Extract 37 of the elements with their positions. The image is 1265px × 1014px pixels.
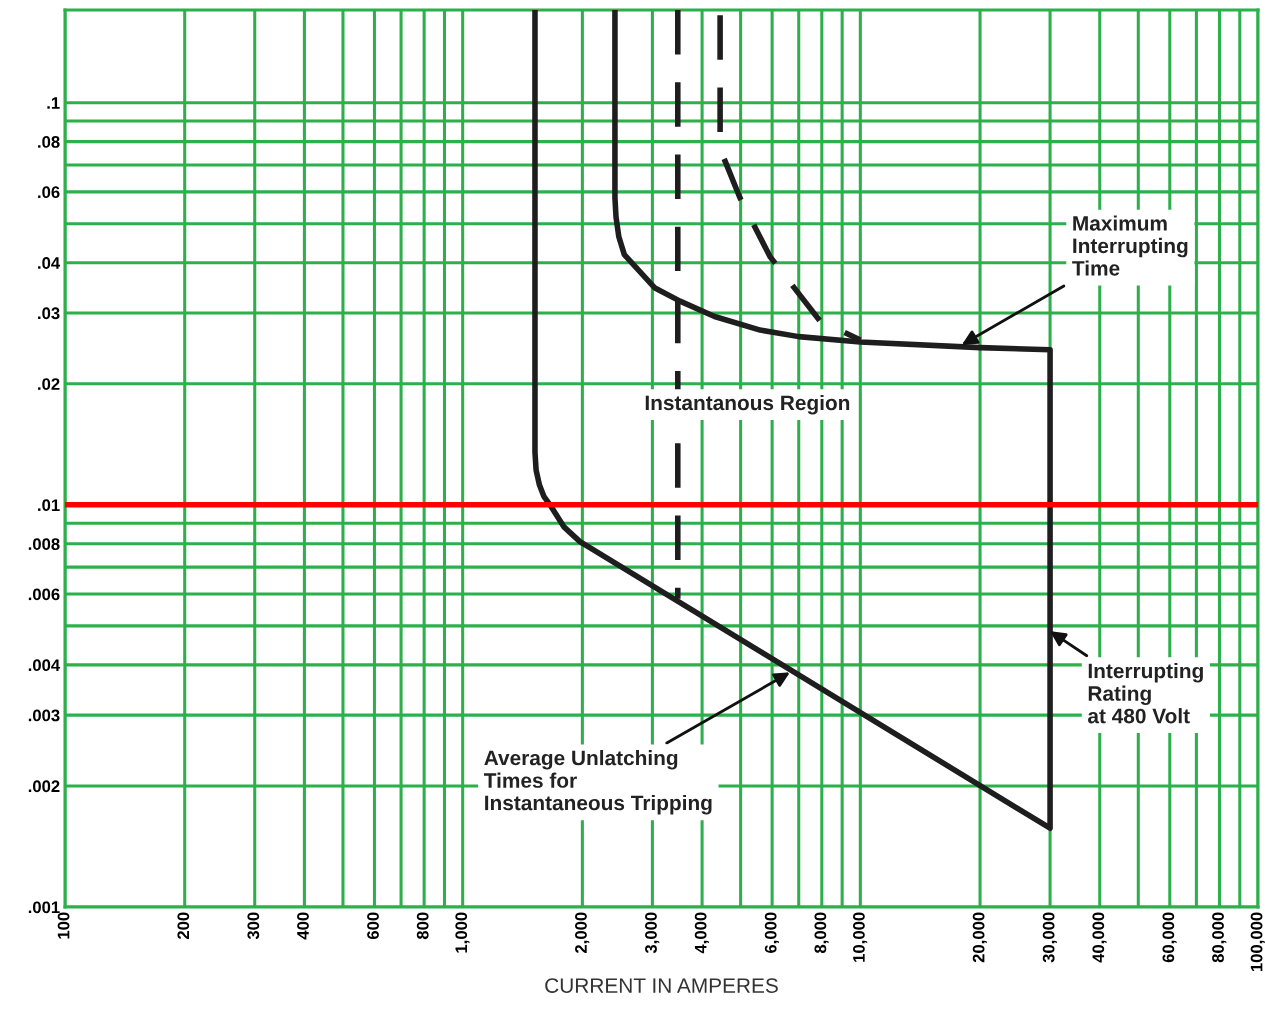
x-tick-label: 300	[247, 912, 260, 940]
x-tick-label: 20,000	[972, 912, 987, 963]
y-tick-label: .02	[38, 378, 60, 390]
x-axis-title: CURRENT IN AMPERES	[545, 978, 778, 993]
x-tick-label: 2,000	[575, 912, 590, 953]
x-tick-label: 100,000	[1250, 912, 1265, 972]
x-tick-label: 40,000	[1092, 912, 1107, 963]
y-tick-label: .001	[28, 901, 60, 914]
x-tick-label: 80,000	[1212, 912, 1227, 963]
x-tick-label: 3,000	[645, 912, 660, 954]
annotation: Instantanous Region	[645, 394, 850, 415]
annotation: Interrupting Rating at 480 Volt	[1088, 663, 1203, 724]
x-tick-label: 4,000	[694, 912, 709, 954]
x-tick-label: 30,000	[1042, 912, 1057, 963]
x-tick-label: 800	[416, 912, 429, 940]
y-tick-label: .003	[28, 709, 60, 722]
x-tick-label: 400	[297, 912, 309, 940]
y-tick-label: .03	[38, 307, 60, 320]
x-tick-label: 600	[367, 912, 379, 940]
y-tick-label: .01	[38, 499, 60, 512]
y-tick-label: .1	[47, 97, 60, 109]
y-tick-label: .08	[38, 136, 60, 148]
x-tick-label: 100	[57, 912, 70, 939]
annotation: Maximum Interrupting Time	[1072, 215, 1188, 276]
y-tick-label: .002	[28, 780, 60, 793]
x-tick-label: 8,000	[814, 912, 829, 954]
x-tick-label: 6,000	[764, 912, 779, 953]
y-tick-label: .06	[38, 186, 60, 199]
x-tick-label: 60,000	[1162, 912, 1177, 963]
y-tick-label: .008	[28, 538, 60, 551]
y-tick-label: .006	[28, 588, 60, 601]
x-tick-label: 1,000	[455, 912, 470, 953]
annotation: Average Unlatching Times for Instantaneous Tripping	[483, 750, 712, 815]
x-tick-label: 10,000	[853, 912, 868, 962]
y-tick-label: .004	[28, 659, 61, 672]
y-tick-label: .04	[38, 257, 61, 269]
x-tick-label: 200	[177, 912, 190, 940]
